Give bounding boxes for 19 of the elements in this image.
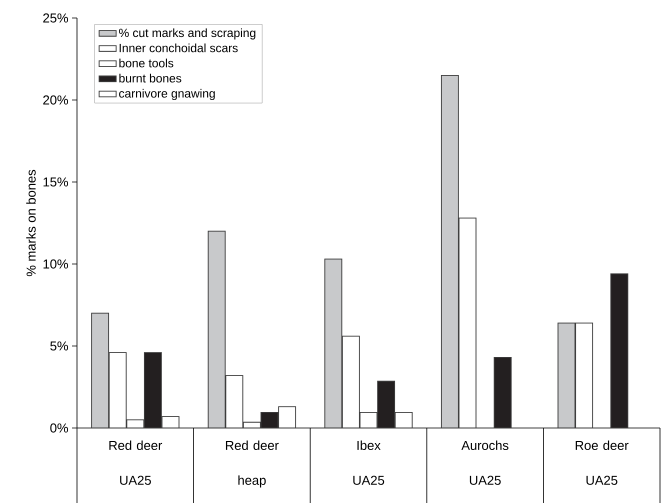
category-label: Roe deer UA25 [576,440,628,485]
legend-label: Inner conchoidal scars [120,43,238,52]
y-tick-label: 10% [44,259,68,269]
y-tick-label: 20% [43,95,68,105]
legend-label: bone tools [119,58,174,68]
category-label: Red deer UA25 [109,440,162,485]
bar [610,273,628,428]
y-tick-label: 0% [50,423,68,433]
legend-label: % cut marks and scraping [119,28,256,40]
y-tick-label: 15% [44,177,68,187]
bar [494,357,512,428]
legend-label: carnivore gnawing [119,88,215,100]
y-axis-title: % marks on bones [26,170,36,276]
y-tick-label: 25% [43,13,68,23]
y-tick-label: 5% [50,341,68,351]
category-label: Red deer heap [226,440,279,488]
legend-label: burnt bones [119,74,182,83]
category-label: Aurochs UA25 [461,440,508,485]
category-label: Ibex UA25 [353,440,384,485]
